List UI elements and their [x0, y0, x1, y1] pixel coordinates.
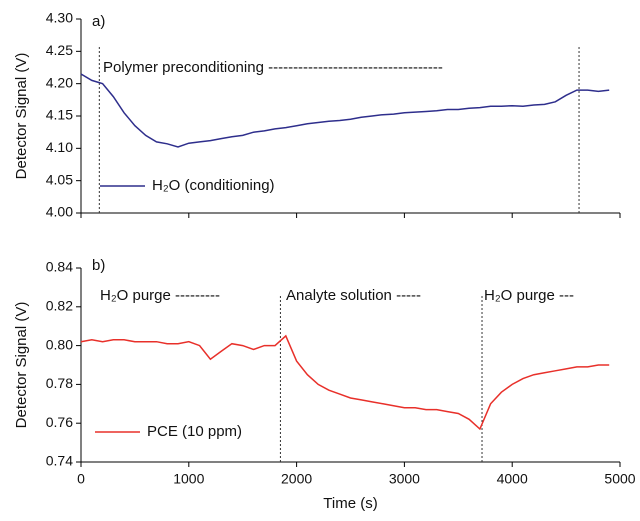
data-line [80, 334, 610, 431]
panel-label: a) [92, 13, 105, 30]
y-tick-label: 4.05 [46, 171, 73, 187]
legend-label: H₂O (conditioning) [152, 177, 275, 194]
y-tick-label: 0.78 [46, 375, 73, 391]
x-tick-label: 1000 [173, 471, 204, 487]
y-axis-title: Detector Signal (V) [13, 302, 30, 429]
x-tick-label: 0 [77, 471, 85, 487]
x-tick-label: 2000 [281, 471, 312, 487]
y-tick-label: 0.80 [46, 336, 73, 352]
x-tick-label: 4000 [497, 471, 528, 487]
y-tick-label: 0.76 [46, 414, 73, 430]
panel-label: b) [92, 257, 105, 274]
annotation: H₂O purge --- [484, 287, 574, 304]
y-tick-label: 0.84 [46, 259, 73, 275]
legend-label: PCE (10 ppm) [147, 423, 242, 440]
annotation: Polymer preconditioning ----------------… [103, 59, 443, 76]
y-tick-label: 0.74 [46, 453, 73, 469]
y-tick-label: 4.15 [46, 107, 73, 123]
y-tick-label: 4.25 [46, 42, 73, 58]
annotation: H₂O purge --------- [100, 287, 220, 304]
y-tick-label: 4.30 [46, 10, 73, 26]
data-line [80, 73, 610, 148]
y-axis-title: Detector Signal (V) [13, 53, 30, 180]
annotation: Analyte solution ----- [286, 287, 421, 304]
x-tick-label: 5000 [604, 471, 635, 487]
y-tick-label: 0.82 [46, 298, 73, 314]
y-tick-label: 4.20 [46, 74, 73, 90]
x-axis-title: Time (s) [323, 495, 377, 512]
y-tick-label: 4.10 [46, 139, 73, 155]
x-tick-label: 3000 [389, 471, 420, 487]
y-tick-label: 4.00 [46, 204, 73, 220]
